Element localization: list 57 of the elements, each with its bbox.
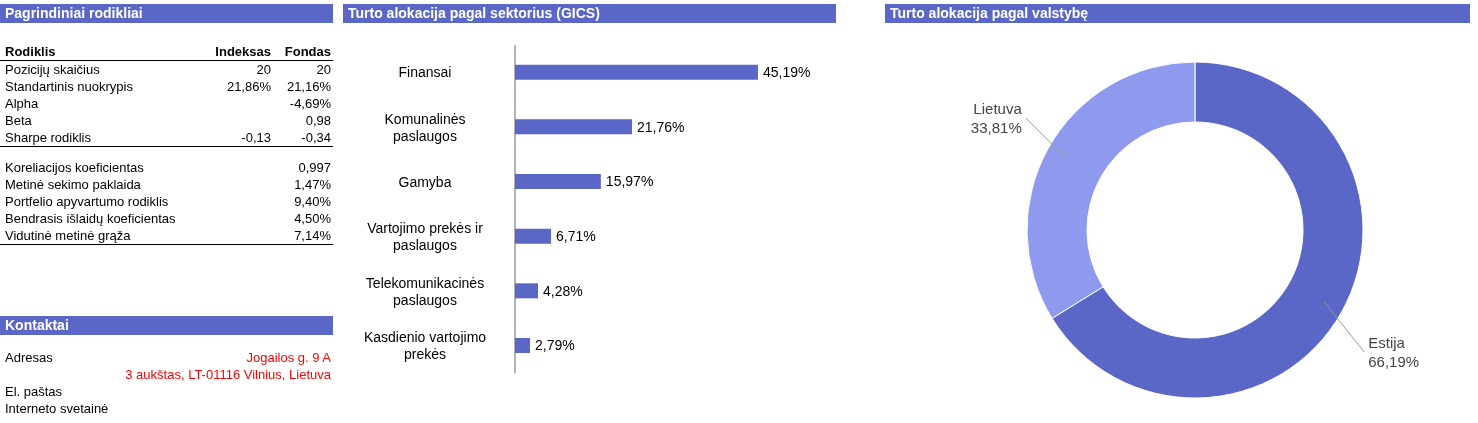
text: -4,69% [288,95,332,112]
y-tick-label: Finansai [398,64,452,81]
text: Kontaktai [0,316,333,335]
data-label: 15,97% [605,173,654,190]
text: 7,14% [293,227,332,244]
y-tick-label: Vartojimo prekės ir paslaugos [367,219,484,253]
bar [515,283,539,299]
text: 9,40% [293,193,332,210]
text: 1,47% [293,176,332,193]
slice-label: Estija [1368,334,1406,352]
text: 3 aukštas, LT-01116 Vilnius, Lietuva [125,366,332,383]
text: Pagrindiniai rodikliai [0,4,333,23]
data-label: 45,19% [762,64,811,81]
slice-label: Lietuva [973,99,1023,117]
text: Metinė sekimo paklaida [5,176,142,193]
text: Interneto svetainė [5,400,110,417]
text: Pozicijų skaičius [5,61,101,78]
text: 4,50% [293,210,332,227]
text: 21,16% [285,78,332,95]
bar [515,338,530,354]
bar [515,228,552,244]
y-tick-label: Komunalinės paslaugos [384,110,466,144]
text: 0,98 [304,112,332,129]
text: -0,34 [300,129,332,146]
data-label: 66,19% [1368,353,1420,371]
text: 20 [255,61,271,78]
text: Standartinis nuokrypis [5,78,134,95]
bar [515,174,601,190]
text: Fondas [283,43,332,60]
text: Adresas [5,349,54,366]
chart-title: Turto alokacija pagal sektorius (GICS) [343,4,836,23]
text: Rodiklis [5,43,57,60]
text: Jogailos g. 9 A [246,349,332,366]
text: Indeksas [214,43,271,60]
text: Vidutinė metinė grąža [5,227,132,244]
text: 20 [315,61,332,78]
text: -0,13 [240,129,271,146]
text: Koreliacijos koeficientas [5,159,145,176]
text: 21,86% [225,78,271,95]
y-tick-label: Kasdienio vartojimo prekės [363,329,487,363]
bar [515,64,758,80]
data-label: 21,76% [636,118,685,135]
text: Sharpe rodiklis [5,129,92,146]
data-label: 33,81% [970,118,1022,136]
text: Alpha [5,95,40,112]
data-label: 4,28% [543,282,583,299]
data-label: 2,79% [535,337,575,354]
chart-title: Turto alokacija pagal valstybę [885,4,1470,23]
text: Beta [5,112,33,129]
text: El. paštas [5,383,64,400]
y-tick-label: Gamyba [398,173,452,190]
bar [515,119,632,135]
text: 0,997 [297,159,332,176]
text: Portfelio apyvartumo rodiklis [5,193,170,210]
text: Bendrasis išlaidų koeficientas [5,210,177,227]
y-tick-label: Telekomunikacinės paslaugos [365,274,485,308]
data-label: 6,71% [556,228,596,245]
